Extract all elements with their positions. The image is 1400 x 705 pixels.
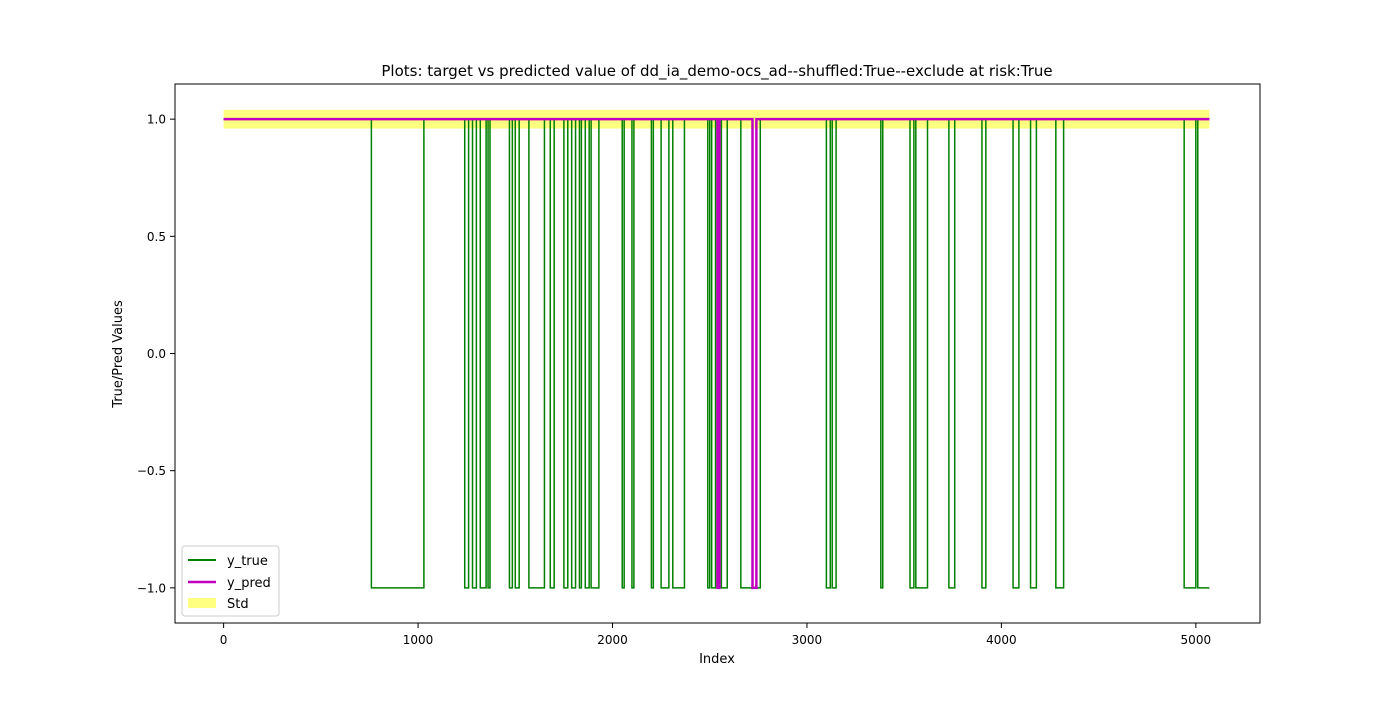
x-axis: 0 1000 2000 3000 4000 5000 (220, 623, 1211, 647)
legend-label-y-true: y_true (227, 554, 268, 569)
legend-label-y-pred: y_pred (227, 576, 271, 591)
y-tick-label: −1.0 (137, 581, 166, 595)
plot-area (174, 83, 1261, 624)
series-layer (223, 117, 1210, 590)
chart-title: Plots: target vs predicted value of dd_i… (381, 62, 1052, 81)
legend-label-std: Std (227, 597, 249, 612)
series-line-y-pred (223, 117, 1210, 590)
x-tick-label: 1000 (403, 633, 434, 647)
y-tick-label: 1.0 (147, 113, 166, 127)
y-tick-label: −0.5 (137, 464, 166, 478)
x-tick-label: 3000 (792, 633, 823, 647)
x-tick-label: 5000 (1181, 633, 1212, 647)
legend-swatch-std (188, 598, 216, 608)
x-tick-label: 0 (220, 633, 228, 647)
y-axis: 1.0 0.5 0.0 −0.5 −1.0 (137, 113, 175, 595)
legend: y_true y_pred Std (181, 545, 280, 617)
x-axis-label: Index (699, 652, 735, 667)
x-tick-label: 2000 (597, 633, 628, 647)
y-tick-label: 0.0 (147, 347, 166, 361)
series-line-y-true (223, 118, 1210, 589)
y-axis-label: True/Pred Values (111, 300, 126, 409)
y-tick-label: 0.5 (147, 230, 166, 244)
x-tick-label: 4000 (986, 633, 1017, 647)
